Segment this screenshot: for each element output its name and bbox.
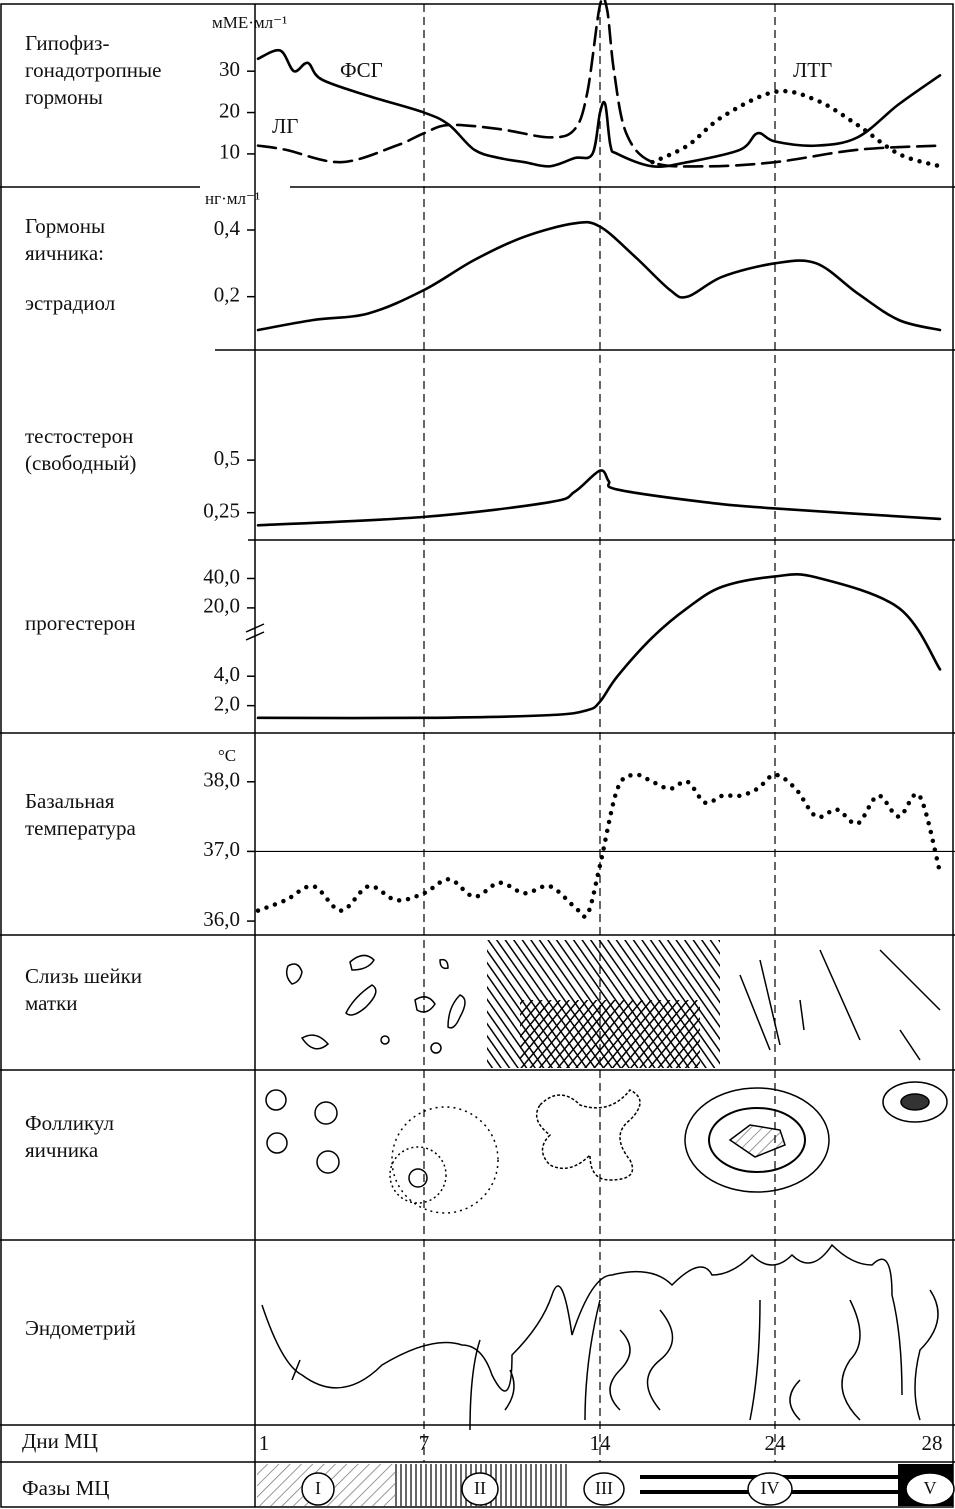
day-label: 14 bbox=[590, 1431, 612, 1455]
day-label: 28 bbox=[922, 1431, 943, 1455]
cervical-mucus bbox=[285, 940, 941, 1068]
series-line bbox=[255, 772, 943, 919]
series-line bbox=[256, 573, 942, 720]
phase-label: I bbox=[315, 1478, 321, 1498]
panel bbox=[256, 220, 942, 332]
panel-label: эстрадиол bbox=[25, 291, 115, 315]
series-line bbox=[256, 469, 942, 527]
series-line bbox=[256, 220, 942, 332]
y-tick-label: 40,0 bbox=[203, 564, 240, 588]
panel bbox=[255, 772, 943, 919]
panel-label: температура bbox=[25, 816, 137, 840]
days-title: Дни МЦ bbox=[22, 1429, 98, 1453]
row-label: Слизь шейки bbox=[25, 964, 142, 988]
y-tick-label: 38,0 bbox=[203, 768, 240, 792]
phase-label: III bbox=[595, 1478, 613, 1498]
panel-label: прогестерон bbox=[25, 611, 135, 635]
panel-label: гормоны bbox=[25, 85, 103, 109]
panel-group-label: яичника: bbox=[25, 241, 104, 265]
unit-label: мМЕ·мл⁻¹ bbox=[212, 13, 287, 32]
y-tick-label: 4,0 bbox=[214, 662, 240, 686]
panel bbox=[256, 573, 942, 720]
phase-label: V bbox=[924, 1478, 937, 1498]
day-label: 24 bbox=[765, 1431, 787, 1455]
panel-label: тестостерон bbox=[25, 424, 133, 448]
series-label: ЛГ bbox=[272, 114, 298, 138]
panel-label: гонадотропные bbox=[25, 58, 161, 82]
panel-label: Гипофиз- bbox=[25, 31, 109, 55]
unit-label: нг·мл⁻¹ bbox=[205, 189, 260, 208]
unit-label: °C bbox=[218, 746, 236, 765]
y-tick-label: 0,4 bbox=[214, 216, 241, 240]
y-tick-label: 36,0 bbox=[203, 907, 240, 931]
series-label: ЛТГ bbox=[793, 58, 832, 82]
panel-label: Базальная bbox=[25, 789, 115, 813]
panel-group-label: Гормоны bbox=[25, 214, 105, 238]
y-tick-label: 20 bbox=[219, 98, 240, 122]
day-label: 7 bbox=[419, 1431, 430, 1455]
series-line bbox=[256, 0, 942, 168]
row-label: Эндометрий bbox=[25, 1316, 136, 1340]
phase-label: IV bbox=[761, 1478, 780, 1498]
y-tick-label: 0,2 bbox=[214, 282, 240, 306]
series-label: ФСГ bbox=[340, 58, 383, 82]
phase-badge bbox=[301, 1472, 335, 1506]
y-tick-label: 2,0 bbox=[214, 691, 240, 715]
phases-title: Фазы МЦ bbox=[22, 1476, 109, 1500]
y-tick-label: 30 bbox=[219, 57, 240, 81]
y-tick-label: 0,5 bbox=[214, 446, 240, 470]
phase-badge bbox=[747, 1472, 793, 1506]
y-tick-label: 20,0 bbox=[203, 594, 240, 618]
panel bbox=[256, 0, 943, 169]
endometrium bbox=[261, 1243, 939, 1431]
panel bbox=[256, 469, 942, 527]
row-label: яичника bbox=[25, 1138, 99, 1162]
row-label: матки bbox=[25, 991, 78, 1015]
series-line bbox=[256, 48, 942, 168]
frame bbox=[0, 3, 955, 1508]
y-tick-label: 0,25 bbox=[203, 498, 240, 522]
row-label: Фолликул bbox=[25, 1111, 114, 1135]
phase-badge bbox=[905, 1472, 955, 1506]
y-tick-label: 37,0 bbox=[203, 837, 240, 861]
phase-label: II bbox=[474, 1478, 486, 1498]
panel-label: (свободный) bbox=[25, 451, 136, 475]
y-tick-label: 10 bbox=[219, 140, 240, 164]
series-line bbox=[650, 88, 943, 169]
ovarian-follicle bbox=[265, 1081, 948, 1214]
day-label: 1 bbox=[259, 1431, 270, 1455]
phase-badge bbox=[461, 1472, 499, 1506]
phase-badge bbox=[583, 1472, 625, 1506]
